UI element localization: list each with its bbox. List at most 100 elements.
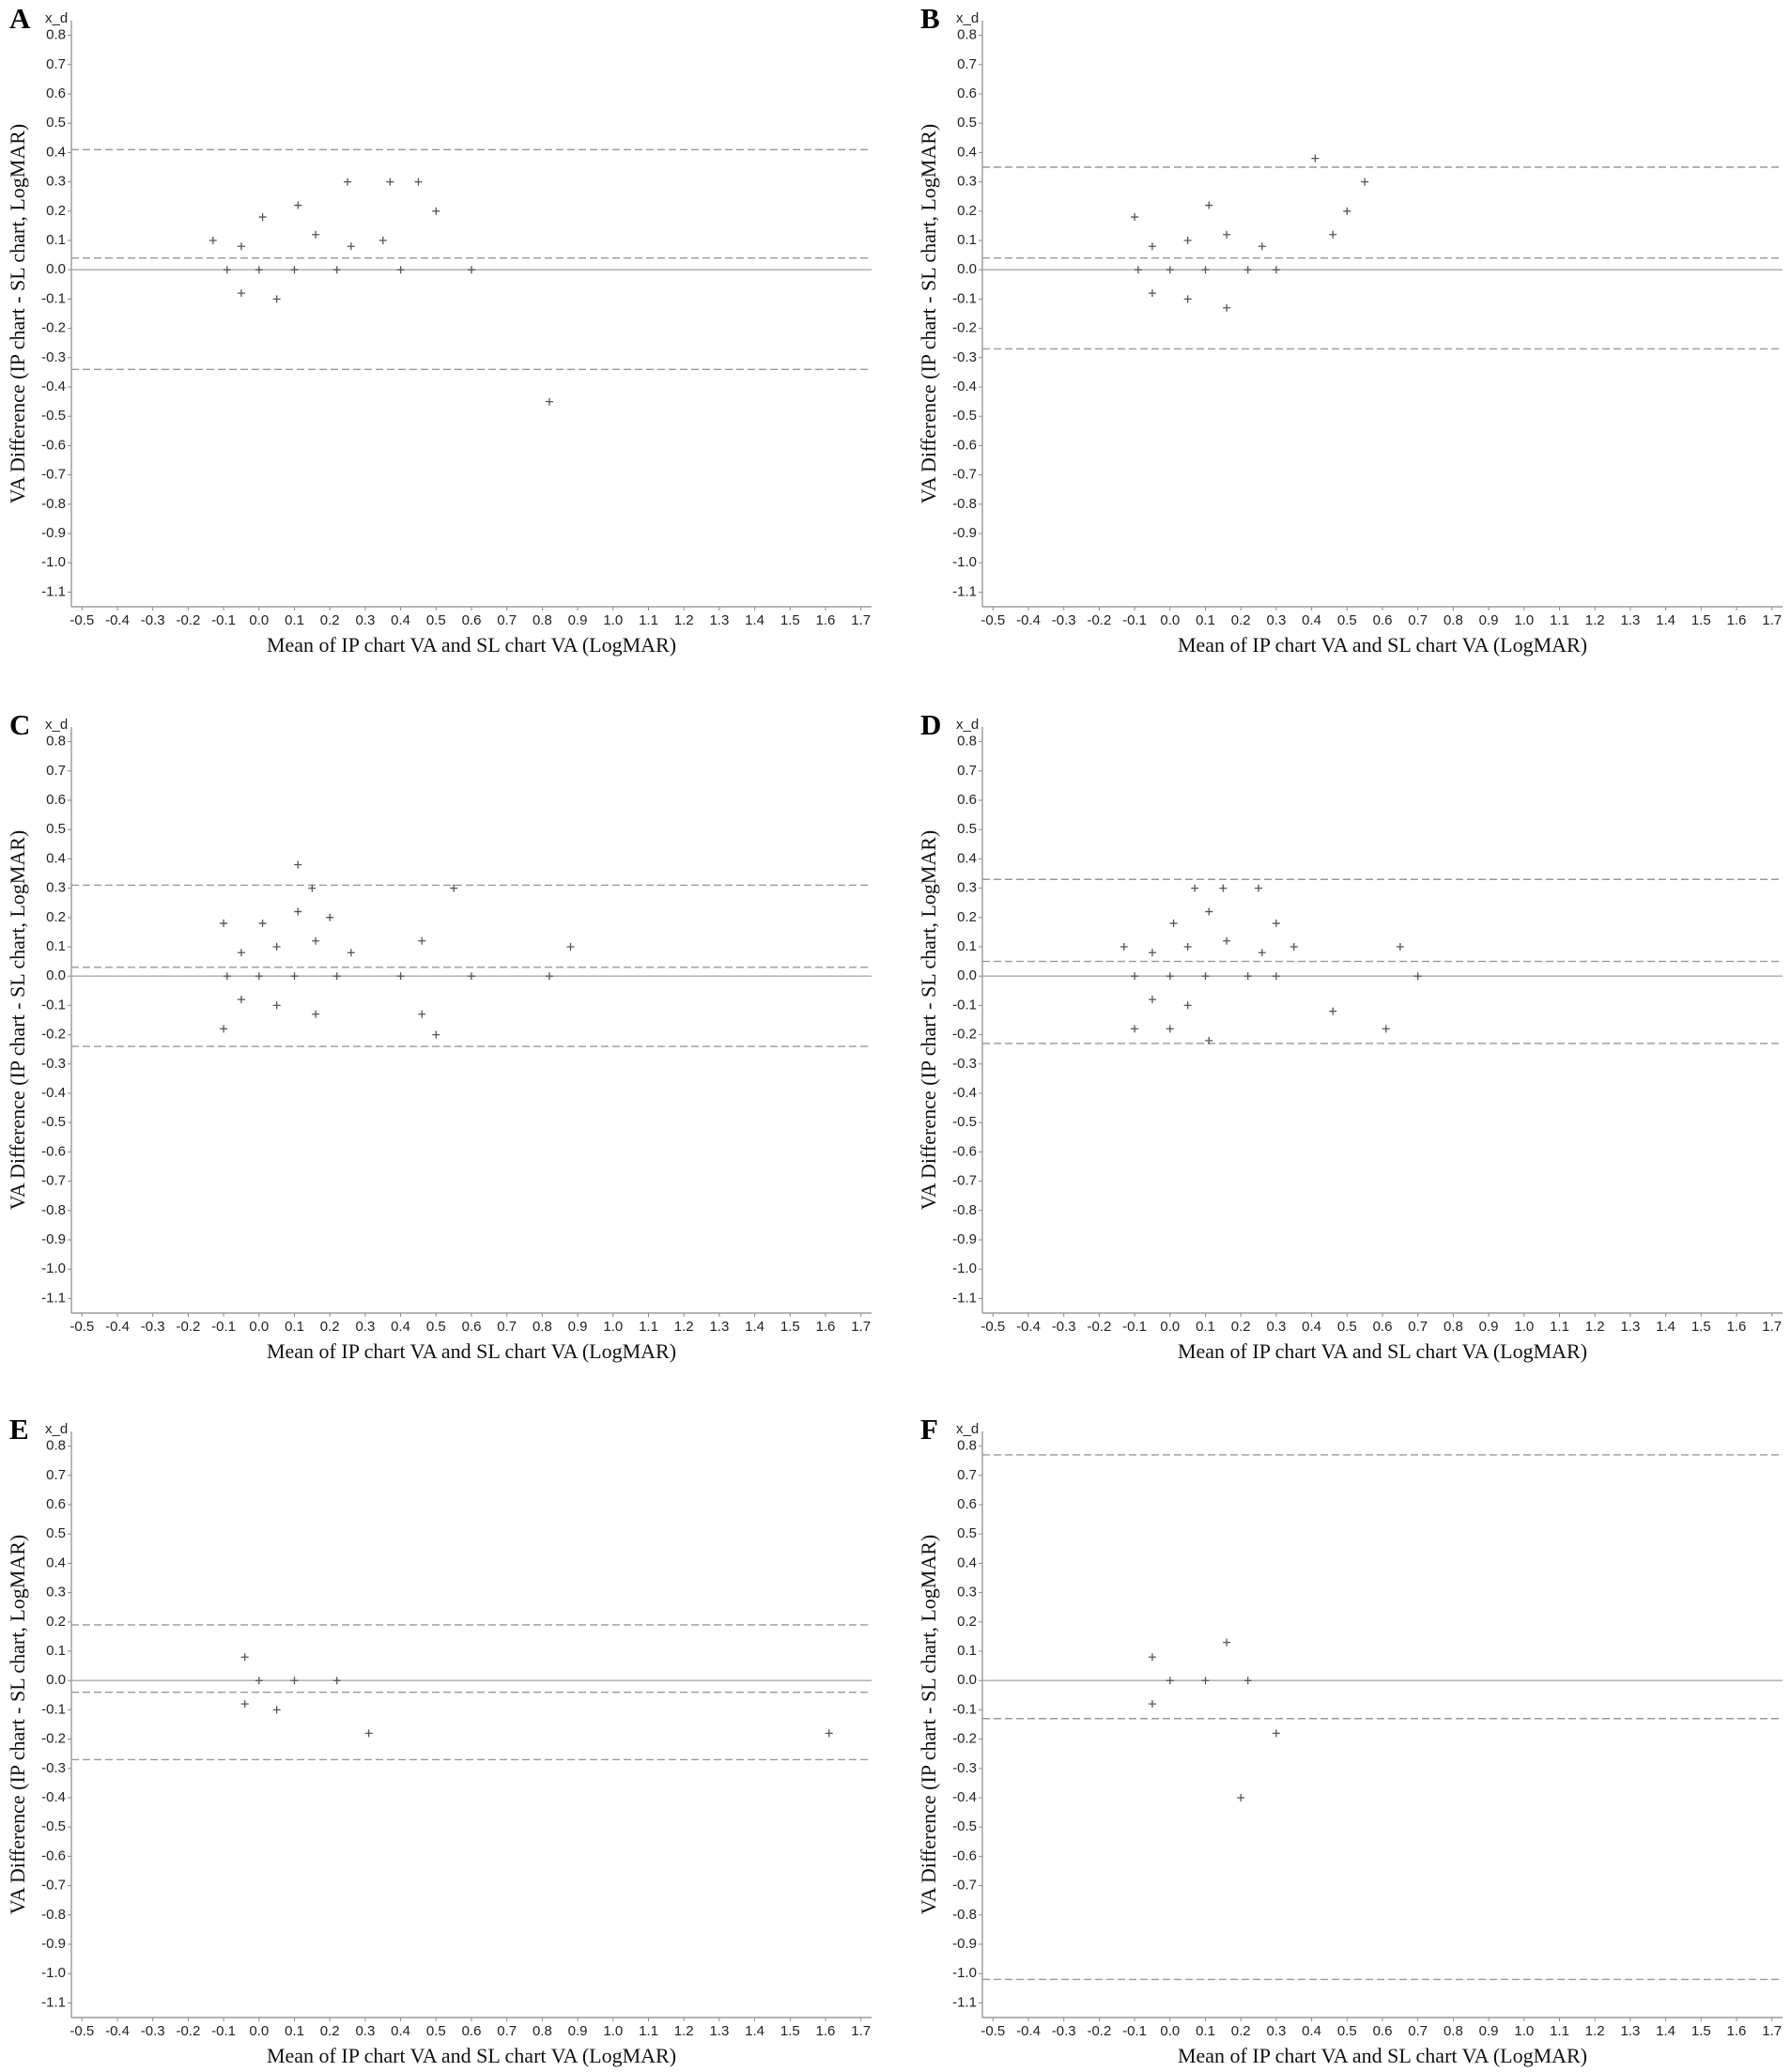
y-tick-label: 0.4	[957, 1554, 977, 1570]
x-tick-label: 1.5	[1691, 1319, 1711, 1335]
x-tick-label: 0.8	[1444, 612, 1463, 628]
y-tick-label: 0.0	[46, 261, 66, 277]
y-tick-label: -0.8	[952, 496, 977, 512]
x-tick-label: 1.1	[1550, 2023, 1569, 2039]
x-tick-label: 0.5	[426, 612, 446, 628]
x-tick-label: 0.9	[568, 2023, 588, 2039]
x-tick-label: 1.3	[709, 612, 729, 628]
y-tick-label: 0.8	[46, 1438, 66, 1454]
y-tick-label: -0.6	[41, 437, 66, 453]
point	[344, 178, 352, 186]
x-tick-label: 1.2	[1585, 1319, 1605, 1335]
point	[545, 397, 553, 406]
y-tick-label: -0.2	[952, 1731, 977, 1747]
y-tick-label: -0.4	[41, 1085, 66, 1101]
x-tick-label: 1.4	[1656, 2023, 1675, 2039]
x-tick-label: 0.9	[568, 1319, 588, 1335]
y-tick-label: -1.0	[41, 1965, 66, 1981]
point	[1183, 237, 1192, 244]
y-tick-label: -0.9	[952, 1231, 977, 1247]
x-tick-label: 0.8	[1444, 2023, 1463, 2039]
y-tick-label: 0.3	[957, 174, 977, 190]
y-axis-title: VA Difference (IP chart - SL chart, LogM…	[6, 1535, 29, 1914]
x-tick-label: 0.6	[462, 1319, 482, 1335]
point	[1361, 178, 1369, 186]
y-tick-label: -0.6	[952, 1848, 977, 1863]
y-tick-label: 0.8	[46, 27, 66, 43]
panel-label: E	[9, 1413, 29, 1446]
x-tick-label: 0.1	[1196, 2023, 1215, 2039]
point	[1343, 207, 1351, 215]
x-tick-label: 0.2	[320, 612, 340, 628]
point	[308, 884, 317, 892]
point	[1201, 1677, 1210, 1685]
point	[272, 295, 281, 303]
point	[272, 1706, 281, 1714]
y-tick-label: 0.6	[46, 1496, 66, 1512]
x-tick-label: 0.1	[1196, 612, 1215, 628]
x-tick-label: -0.2	[1087, 1319, 1111, 1335]
y-tick-label: -1.0	[952, 1260, 977, 1276]
point	[255, 1677, 263, 1685]
x-tick-label: -0.1	[1122, 1319, 1147, 1335]
y-tick-label: 0.8	[957, 1438, 977, 1454]
x-tick-label: 0.2	[1231, 1319, 1251, 1335]
x-tick-label: 1.0	[1514, 1319, 1534, 1335]
x-tick-label: 1.2	[674, 2023, 694, 2039]
corner-label: x_d	[45, 717, 68, 733]
point	[1201, 972, 1210, 981]
point	[1272, 972, 1280, 981]
x-tick-label: 1.6	[816, 2023, 836, 2039]
x-tick-label: 1.3	[1620, 612, 1640, 628]
y-tick-label: 0.5	[957, 115, 977, 131]
x-tick-label: 1.1	[639, 1319, 658, 1335]
x-tick-label: -0.3	[1052, 2023, 1076, 2039]
x-tick-label: 1.5	[780, 612, 800, 628]
x-tick-label: 0.9	[1479, 1319, 1499, 1335]
y-tick-label: 0.4	[957, 144, 977, 160]
y-tick-label: -0.5	[952, 408, 977, 424]
point	[396, 972, 405, 981]
panel-label: B	[920, 2, 940, 35]
x-tick-label: 1.3	[709, 1319, 729, 1335]
x-tick-label: 1.7	[1762, 2023, 1782, 2039]
point	[237, 949, 245, 957]
y-tick-label: 0.4	[46, 850, 66, 866]
y-tick-label: 0.2	[957, 1614, 977, 1630]
x-tick-label: 0.1	[285, 2023, 304, 2039]
y-tick-label: -0.7	[952, 467, 977, 483]
x-tick-label: 0.0	[249, 612, 269, 628]
x-tick-label: 0.8	[1444, 1319, 1463, 1335]
panel-label: C	[9, 708, 30, 741]
y-tick-label: -0.9	[41, 525, 66, 541]
y-tick-label: -0.7	[41, 467, 66, 483]
x-tick-label: 0.4	[1302, 612, 1321, 628]
y-tick-label: 0.5	[46, 821, 66, 837]
y-tick-label: 0.2	[957, 203, 977, 219]
x-tick-label: -0.1	[1122, 2023, 1147, 2039]
x-tick-label: -0.4	[1016, 612, 1041, 628]
corner-label: x_d	[45, 10, 68, 26]
y-tick-label: -0.7	[41, 1173, 66, 1189]
point	[1148, 996, 1156, 1004]
x-tick-label: -0.5	[69, 2023, 94, 2039]
point	[1169, 920, 1178, 928]
y-tick-label: -0.1	[41, 997, 66, 1013]
x-tick-label: 1.2	[674, 612, 694, 628]
x-tick-label: 0.1	[285, 612, 304, 628]
point	[237, 996, 245, 1004]
y-tick-label: 0.6	[957, 1496, 977, 1512]
x-tick-label: 0.3	[355, 1319, 375, 1335]
point	[237, 242, 245, 251]
x-tick-label: -0.4	[105, 1319, 130, 1335]
y-tick-label: 0.0	[957, 261, 977, 277]
x-tick-label: 0.9	[1479, 612, 1499, 628]
point	[418, 1010, 426, 1018]
y-tick-label: -1.0	[952, 1965, 977, 1981]
x-tick-label: 0.3	[355, 2023, 375, 2039]
x-tick-label: 1.7	[851, 612, 871, 628]
x-tick-label: 0.6	[1373, 612, 1393, 628]
